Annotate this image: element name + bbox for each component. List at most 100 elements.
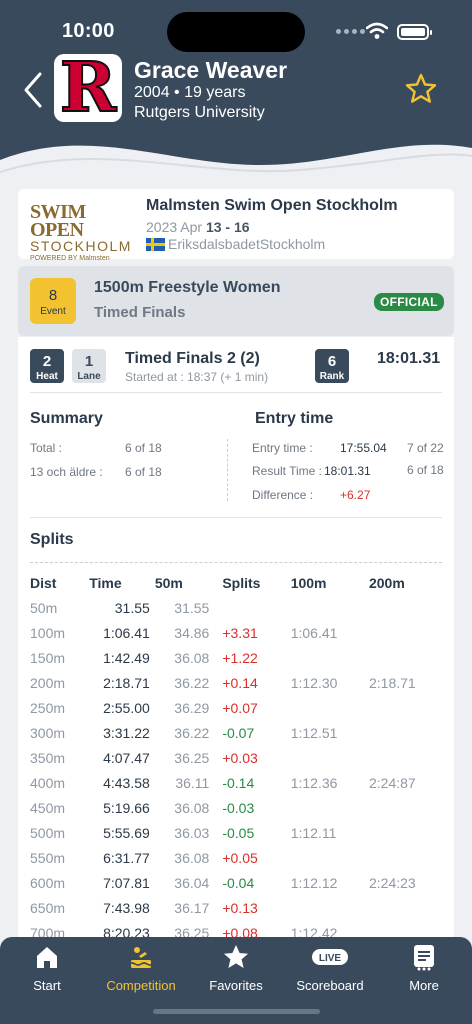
summary-age-value: 6 of 18 bbox=[125, 465, 162, 479]
split-50m: 36.22 bbox=[174, 674, 210, 691]
meet-logo-line3: POWERED BY Malmsten bbox=[30, 255, 110, 262]
split-diff: +0.03 bbox=[222, 749, 258, 766]
tab-more[interactable]: More bbox=[377, 943, 471, 993]
result-content: 2 Heat 1 Lane Timed Finals 2 (2) Started… bbox=[18, 337, 454, 937]
split-100m bbox=[281, 845, 359, 870]
split-100m: 1:12.12 bbox=[290, 874, 338, 891]
summary-title: Summary bbox=[30, 410, 103, 427]
sweden-flag-icon bbox=[146, 237, 165, 251]
split-time: 4:43.58 bbox=[103, 774, 150, 791]
split-dist: 250m bbox=[30, 699, 66, 716]
split-diff bbox=[219, 595, 280, 620]
difference-value: +6.27 bbox=[340, 488, 371, 502]
split-100m bbox=[281, 695, 359, 720]
split-200m bbox=[359, 620, 450, 645]
split-time: 2:55.00 bbox=[103, 699, 150, 716]
tab-favorites[interactable]: Favorites bbox=[189, 943, 283, 993]
meet-location-text: EriksdalsbadetStockholm bbox=[168, 236, 326, 252]
table-row: 550m 6:31.77 36.08 +0.05 bbox=[30, 845, 450, 870]
split-dist: 400m bbox=[30, 774, 66, 791]
meet-card[interactable]: SWIM OPEN STOCKHOLM POWERED BY Malmsten … bbox=[18, 189, 454, 262]
result-time-label: Result Time : bbox=[252, 464, 323, 478]
split-100m: 1:12.30 bbox=[290, 674, 338, 691]
summary-total-label: Total : bbox=[30, 441, 63, 455]
split-100m bbox=[281, 645, 359, 670]
split-time: 6:31.77 bbox=[103, 849, 150, 866]
split-dist: 700m bbox=[30, 924, 66, 938]
meet-title: Malmsten Swim Open Stockholm bbox=[146, 197, 398, 214]
split-diff: +0.07 bbox=[222, 699, 258, 716]
splits-table: Dist Time 50m Splits 100m 200m 50m 31.55 3… bbox=[30, 570, 450, 938]
split-dist: 300m bbox=[30, 724, 66, 741]
tab-start[interactable]: Start bbox=[0, 943, 94, 993]
split-200m bbox=[359, 820, 450, 845]
col-time: Time bbox=[89, 574, 122, 591]
event-card[interactable]: 8 Event 1500m Freestyle Women Timed Fina… bbox=[18, 266, 454, 336]
meet-date: 2023 Apr 13 - 16 bbox=[146, 219, 250, 235]
camera-notch bbox=[167, 12, 305, 52]
split-200m bbox=[359, 895, 450, 920]
split-diff: +1.22 bbox=[222, 649, 258, 666]
tab-competition-label: Competition bbox=[106, 978, 176, 993]
col-200m: 200m bbox=[368, 574, 405, 591]
result-time-value: 18:01.31 bbox=[324, 464, 371, 478]
col-50m: 50m bbox=[154, 574, 183, 591]
tab-competition[interactable]: Competition bbox=[94, 943, 188, 993]
split-dist: 200m bbox=[30, 674, 66, 691]
table-row: 650m 7:43.98 36.17 +0.13 bbox=[30, 895, 450, 920]
split-dist: 600m bbox=[30, 874, 66, 891]
favorite-star-icon[interactable] bbox=[404, 72, 438, 106]
split-200m: 2:24:87 bbox=[368, 774, 416, 791]
table-row: 200m 2:18.71 36.22 +0.14 1:12.30 2:18.71 bbox=[30, 670, 450, 695]
split-100m: 1:12.51 bbox=[290, 724, 338, 741]
meet-logo-line2: STOCKHOLM bbox=[30, 238, 132, 254]
splits-title: Splits bbox=[30, 531, 74, 548]
split-50m: 36.11 bbox=[175, 774, 210, 791]
col-dist: Dist bbox=[30, 574, 57, 591]
club-logo: R bbox=[54, 48, 122, 128]
table-row: 600m 7:07.81 36.04 -0.04 1:12.12 2:24:23 bbox=[30, 870, 450, 895]
entry-time-rank: 7 of 22 bbox=[407, 441, 444, 455]
table-row: 50m 31.55 31.55 bbox=[30, 595, 450, 620]
signal-icon bbox=[336, 29, 365, 34]
star-icon bbox=[224, 945, 248, 968]
split-time: 7:07.81 bbox=[103, 874, 150, 891]
heat-start-time: Started at : 18:37 (+ 1 min) bbox=[125, 370, 269, 384]
dashed-divider bbox=[30, 562, 442, 563]
split-time: 8:20.23 bbox=[103, 924, 150, 938]
rank-label: Rank bbox=[319, 371, 345, 382]
split-time: 1:42.49 bbox=[103, 649, 150, 666]
split-time: 2:18.71 bbox=[103, 674, 150, 691]
official-badge: OFFICIAL bbox=[374, 293, 444, 311]
split-50m: 36.22 bbox=[174, 724, 210, 741]
divider bbox=[30, 392, 442, 393]
table-row: 100m 1:06.41 34.86 +3.31 1:06.41 bbox=[30, 620, 450, 645]
back-chevron-icon[interactable] bbox=[20, 70, 46, 110]
split-200m bbox=[359, 745, 450, 770]
athlete-name: Grace Weaver bbox=[134, 57, 288, 83]
split-50m: 34.86 bbox=[174, 624, 210, 641]
home-indicator[interactable] bbox=[153, 1009, 320, 1014]
split-50m: 36.03 bbox=[174, 824, 210, 841]
split-200m bbox=[359, 845, 450, 870]
split-100m bbox=[281, 595, 359, 620]
summary-total-value: 6 of 18 bbox=[125, 441, 162, 455]
split-dist: 450m bbox=[30, 799, 66, 816]
split-100m: 1:12.11 bbox=[290, 824, 337, 841]
table-row: 250m 2:55.00 36.29 +0.07 bbox=[30, 695, 450, 720]
split-200m: 2:24:23 bbox=[368, 874, 416, 891]
lane-badge: 1 Lane bbox=[72, 349, 106, 383]
split-dist: 550m bbox=[30, 849, 66, 866]
table-row: 400m 4:43.58 36.11 -0.14 1:12.36 2:24:87 bbox=[30, 770, 450, 795]
split-50m: 36.25 bbox=[174, 924, 210, 938]
divider bbox=[30, 517, 442, 518]
club-logo-letter: R bbox=[59, 48, 117, 128]
tab-start-label: Start bbox=[33, 978, 61, 993]
live-icon: LIVE bbox=[312, 949, 348, 965]
split-100m bbox=[281, 795, 359, 820]
lane-label: Lane bbox=[77, 371, 101, 382]
tab-scoreboard[interactable]: LIVE Scoreboard bbox=[283, 943, 377, 993]
split-time: 4:07.47 bbox=[103, 749, 150, 766]
split-200m bbox=[359, 595, 450, 620]
split-diff: +3.31 bbox=[222, 624, 258, 641]
